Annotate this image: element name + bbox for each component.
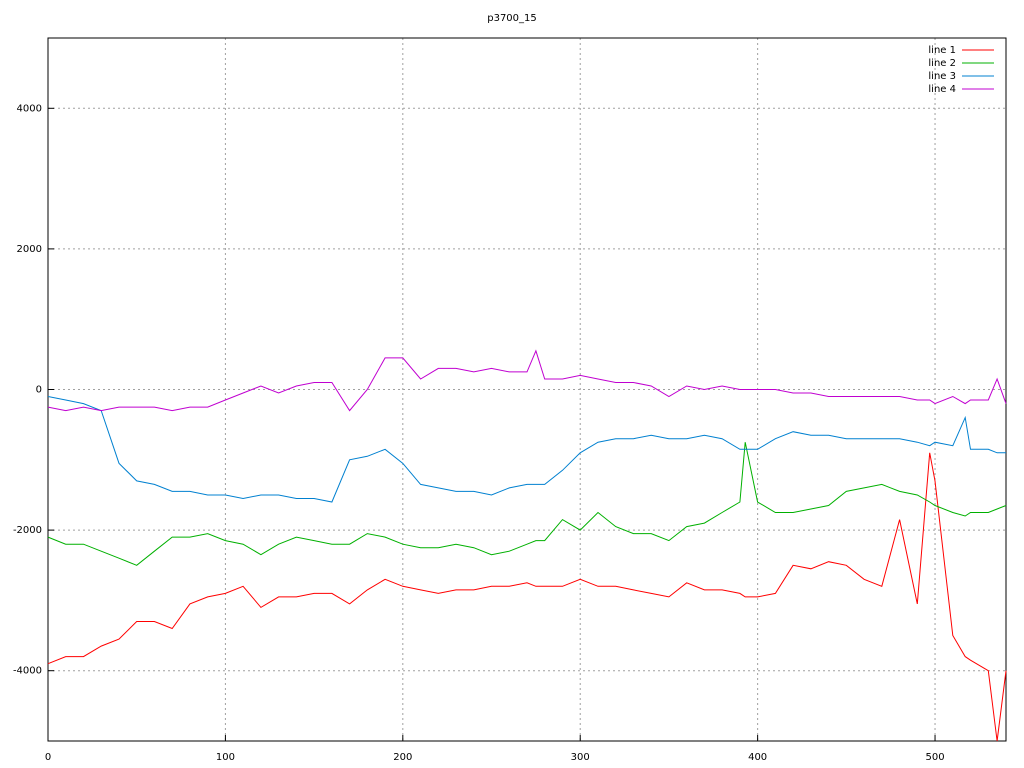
legend-label: line 3 bbox=[928, 71, 956, 82]
x-tick-label: 400 bbox=[748, 752, 767, 763]
x-tick-label: 200 bbox=[393, 752, 412, 763]
series-line bbox=[47, 452, 1007, 742]
chart-title: p3700_15 bbox=[487, 13, 537, 24]
y-tick-label: 2000 bbox=[17, 244, 42, 255]
legend-label: line 2 bbox=[928, 58, 956, 69]
legend-label: line 4 bbox=[928, 84, 956, 95]
x-tick-label: 300 bbox=[571, 752, 590, 763]
plot-frame bbox=[47, 37, 1007, 742]
y-tick-label: -4000 bbox=[13, 666, 42, 677]
x-tick-label: 0 bbox=[45, 752, 51, 763]
series-line bbox=[47, 396, 1006, 503]
legend-label: line 1 bbox=[928, 45, 956, 56]
y-tick-label: 4000 bbox=[17, 103, 42, 114]
series-line bbox=[47, 349, 1007, 412]
series-line bbox=[47, 442, 1007, 566]
x-tick-label: 100 bbox=[216, 752, 235, 763]
y-tick-label: -2000 bbox=[13, 525, 42, 536]
x-tick-label: 500 bbox=[925, 752, 944, 763]
y-tick-label: 0 bbox=[36, 385, 42, 396]
